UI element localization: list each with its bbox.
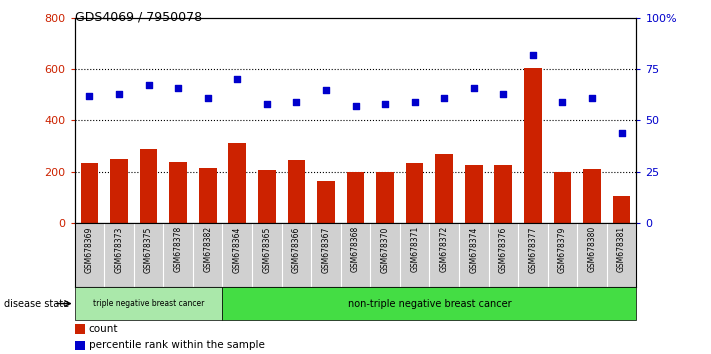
Text: GSM678376: GSM678376 <box>499 226 508 273</box>
Text: GSM678371: GSM678371 <box>410 226 419 273</box>
Point <box>143 82 154 88</box>
Text: GSM678364: GSM678364 <box>232 226 242 273</box>
Text: GSM678373: GSM678373 <box>114 226 124 273</box>
Point <box>320 87 331 92</box>
Text: GSM678374: GSM678374 <box>469 226 479 273</box>
Bar <box>169 162 187 223</box>
Text: GSM678366: GSM678366 <box>292 226 301 273</box>
Bar <box>228 143 246 223</box>
Point <box>350 103 361 109</box>
Text: GSM678380: GSM678380 <box>587 226 597 273</box>
Bar <box>258 170 276 223</box>
Point <box>409 99 420 105</box>
Text: GSM678382: GSM678382 <box>203 226 212 272</box>
Bar <box>287 160 305 223</box>
Bar <box>75 341 85 350</box>
Point <box>380 101 391 107</box>
Bar <box>494 165 512 223</box>
Text: GSM678368: GSM678368 <box>351 226 360 273</box>
Text: GSM678378: GSM678378 <box>173 226 183 273</box>
Bar <box>199 168 217 223</box>
Bar <box>80 163 98 223</box>
Bar <box>406 163 424 223</box>
Point <box>261 101 272 107</box>
Text: GSM678369: GSM678369 <box>85 226 94 273</box>
Text: GDS4069 / 7950078: GDS4069 / 7950078 <box>75 11 202 24</box>
Bar <box>465 165 483 223</box>
Bar <box>110 159 128 223</box>
Bar <box>317 181 335 223</box>
Point <box>439 95 450 101</box>
Text: GSM678372: GSM678372 <box>439 226 449 273</box>
Text: GSM678365: GSM678365 <box>262 226 272 273</box>
Text: GSM678367: GSM678367 <box>321 226 331 273</box>
Point <box>468 85 479 90</box>
Text: GSM678381: GSM678381 <box>617 226 626 272</box>
Point <box>173 85 184 90</box>
Point <box>498 91 509 97</box>
Point <box>202 95 213 101</box>
Bar <box>435 154 453 223</box>
Bar <box>613 196 631 223</box>
Bar <box>223 287 636 320</box>
Bar <box>75 287 223 320</box>
Text: GSM678375: GSM678375 <box>144 226 153 273</box>
Bar <box>554 172 572 223</box>
Point <box>557 99 568 105</box>
Point <box>84 93 95 98</box>
Bar <box>524 68 542 223</box>
Point <box>616 130 627 136</box>
Text: GSM678377: GSM678377 <box>528 226 538 273</box>
Point <box>527 52 538 57</box>
Text: GSM678370: GSM678370 <box>380 226 390 273</box>
Point <box>587 95 598 101</box>
Bar <box>139 149 157 223</box>
Bar <box>583 169 601 223</box>
Text: non-triple negative breast cancer: non-triple negative breast cancer <box>348 298 511 309</box>
Bar <box>376 172 394 223</box>
Text: triple negative breast cancer: triple negative breast cancer <box>93 299 204 308</box>
Point <box>291 99 302 105</box>
Text: disease state: disease state <box>4 298 69 309</box>
Text: count: count <box>89 324 118 334</box>
Bar <box>75 324 85 334</box>
Point <box>232 76 243 82</box>
Bar <box>347 172 364 223</box>
Text: percentile rank within the sample: percentile rank within the sample <box>89 340 264 350</box>
Text: GSM678379: GSM678379 <box>558 226 567 273</box>
Point <box>113 91 124 97</box>
